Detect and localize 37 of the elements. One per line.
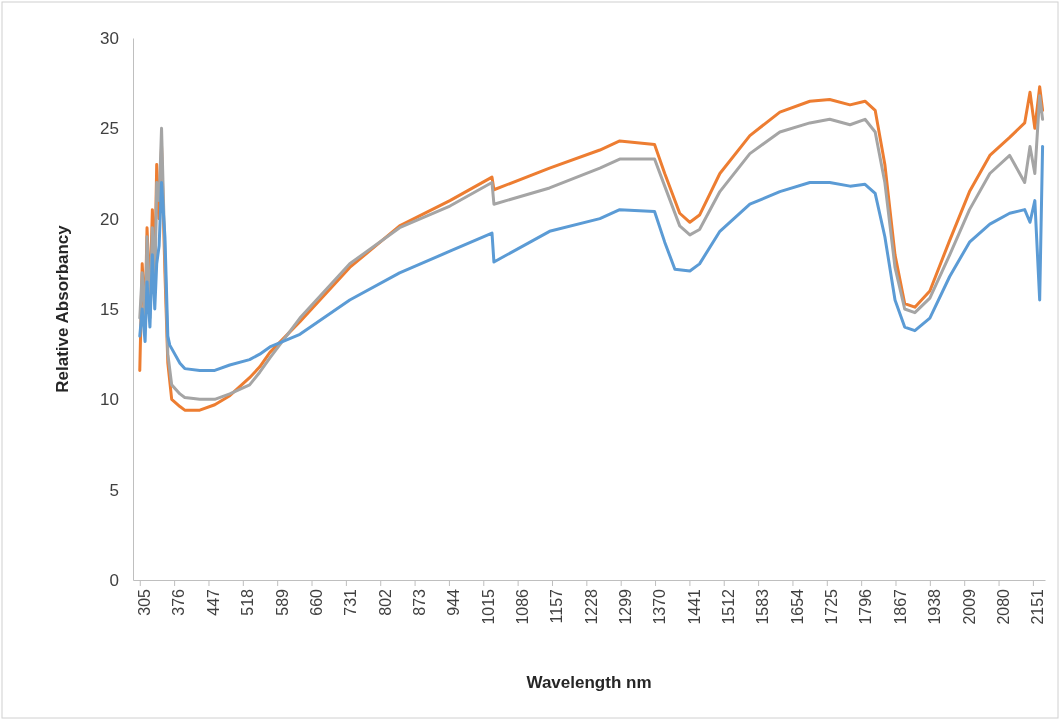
- x-tick-label: 1867: [891, 588, 909, 625]
- x-tick-label: 873: [410, 588, 428, 616]
- y-tick-label: 0: [109, 570, 119, 590]
- y-tick-label: 15: [100, 299, 119, 319]
- x-tick-label: 2009: [960, 588, 978, 625]
- x-tick-label: 1654: [788, 588, 806, 625]
- x-tick-label: 802: [376, 588, 394, 616]
- x-tick-label: 1157: [548, 588, 566, 624]
- x-tick-label: 1370: [651, 588, 669, 625]
- x-tick-label: 1583: [754, 588, 772, 625]
- x-tick-label: 1086: [513, 588, 531, 625]
- y-tick-label: 10: [100, 390, 119, 410]
- x-tick-label: 1299: [617, 588, 635, 625]
- x-tick-label: 1725: [823, 588, 841, 625]
- y-tick-label: 30: [100, 28, 119, 48]
- x-tick-label: 518: [239, 588, 257, 616]
- x-tick-label: 305: [136, 588, 154, 616]
- x-tick-label: 1796: [857, 588, 875, 625]
- x-tick-label: 944: [445, 588, 463, 616]
- line-series: [138, 144, 1045, 372]
- x-tick-label: 731: [342, 588, 360, 616]
- y-tick-label: 25: [100, 119, 119, 139]
- x-tick-label: 1228: [582, 588, 600, 625]
- y-tick-label: 20: [100, 209, 119, 229]
- x-tick-label: 1015: [479, 588, 497, 625]
- x-tick-label: 1512: [720, 588, 738, 625]
- x-tick-label: 447: [204, 588, 222, 616]
- x-tick-label: 1441: [685, 588, 703, 625]
- x-tick-label: 1938: [926, 588, 944, 625]
- x-tick-label: 660: [307, 588, 325, 616]
- x-tick-label: 2080: [994, 588, 1012, 625]
- y-tick-label: 5: [109, 480, 119, 500]
- x-tick-label: 589: [273, 588, 291, 616]
- x-tick-label: 2151: [1029, 588, 1047, 625]
- y-axis-title: Relative Absorbancy: [53, 224, 72, 393]
- x-axis-title: Wavelength nm: [526, 673, 652, 692]
- x-tick-label: 376: [170, 588, 188, 616]
